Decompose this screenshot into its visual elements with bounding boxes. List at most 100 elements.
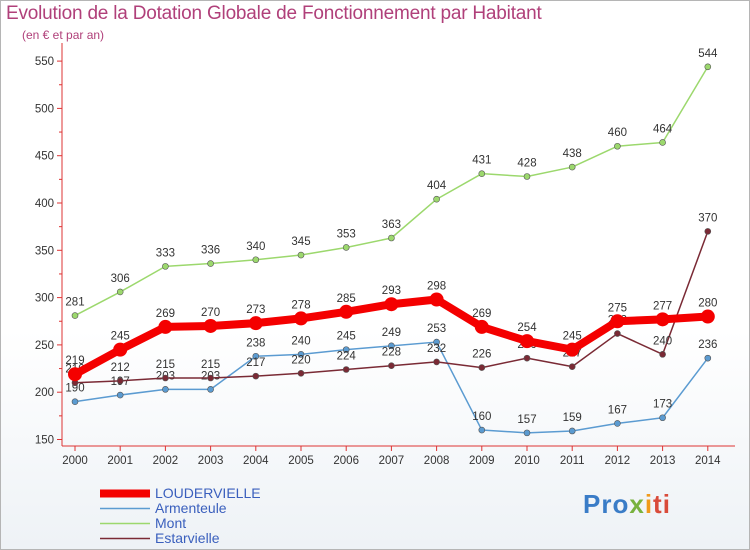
data-label-mont-2004: 340 [246,241,265,253]
point-estarvielle-2003 [207,374,214,382]
data-label-mont-2010: 428 [517,158,536,170]
data-label-loudervielle-2010: 254 [517,322,537,334]
data-label-loudervielle-2006: 285 [337,293,356,305]
point-estarvielle-2012 [614,330,621,337]
data-label-armenteule-2011: 159 [563,412,582,424]
data-label-estarvielle-2004: 217 [246,357,265,369]
data-label-mont-2008: 404 [427,180,447,192]
point-estarvielle-2004 [252,372,260,380]
x-tick-label-2002: 2002 [153,455,179,467]
data-label-mont-2012: 460 [608,127,627,139]
point-loudervielle-2005 [294,311,308,326]
point-loudervielle-2002 [158,319,173,334]
point-mont-2010 [523,173,531,180]
chart-subtitle: (en € et par an) [22,28,105,42]
data-label-mont-2001: 306 [111,273,130,285]
data-label-mont-2000: 281 [65,297,84,309]
point-armenteule-2012 [614,420,621,427]
point-loudervielle-2007 [384,297,399,312]
data-label-armenteule-2013: 173 [653,399,672,411]
point-mont-2007 [388,234,395,242]
x-tick-label-2014: 2014 [695,455,721,467]
data-label-loudervielle-2003: 270 [201,307,220,319]
data-label-mont-2014: 544 [698,48,718,60]
data-label-loudervielle-2009: 269 [472,308,491,320]
data-label-loudervielle-2014: 280 [698,298,717,310]
point-armenteule-2013 [659,414,666,422]
data-label-estarvielle-2014: 370 [698,212,717,224]
point-mont-2003 [207,260,214,267]
data-label-mont-2009: 431 [472,155,491,167]
data-label-loudervielle-2001: 245 [111,331,130,343]
data-label-estarvielle-2003: 215 [201,359,220,371]
data-label-mont-2007: 363 [382,219,401,231]
x-tick-label-2007: 2007 [379,455,405,467]
point-armenteule-2014 [704,354,712,362]
x-tick-label-2006: 2006 [333,455,359,467]
data-label-armenteule-2000: 190 [65,383,84,395]
point-mont-2000 [71,312,79,319]
point-estarvielle-2013 [659,351,666,358]
point-mont-2004 [252,256,260,264]
x-tick-label-2001: 2001 [107,455,133,467]
x-tick-label-2013: 2013 [650,455,676,467]
legend-item-loudervielle: LOUDERVIELLE [100,486,261,501]
point-loudervielle-2010 [520,334,534,349]
point-mont-2014 [704,63,712,71]
point-armenteule-2008 [433,338,440,346]
point-mont-2001 [116,288,124,296]
data-label-mont-2003: 336 [201,245,220,257]
data-label-estarvielle-2013: 240 [653,335,672,347]
legend-item-armenteule: Armenteule [100,501,261,516]
point-mont-2009 [478,170,486,177]
point-armenteule-2010 [523,429,531,437]
point-mont-2011 [568,163,576,171]
data-label-mont-2011: 438 [563,148,582,160]
y-tick-label-550: 550 [35,56,54,68]
point-estarvielle-2011 [568,363,576,370]
data-label-armenteule-2004: 238 [246,337,265,349]
point-armenteule-2007 [388,342,395,350]
point-mont-2012 [614,142,621,150]
legend-item-mont: Mont [100,516,261,531]
point-estarvielle-2014 [704,228,712,235]
data-label-loudervielle-2013: 277 [653,300,672,312]
point-estarvielle-2001 [116,377,124,385]
data-label-loudervielle-2004: 273 [246,304,265,316]
point-armenteule-2005 [297,351,305,358]
point-armenteule-2006 [342,346,350,353]
point-loudervielle-2013 [655,312,670,327]
data-label-armenteule-2006: 245 [337,331,356,343]
data-label-estarvielle-2009: 226 [472,349,491,361]
y-tick-label-150: 150 [35,435,54,447]
data-label-estarvielle-2001: 212 [111,362,130,374]
point-armenteule-2009 [478,426,486,434]
y-tick-label-300: 300 [35,293,54,305]
legend-label-mont: Mont [155,515,187,531]
series-line-mont [74,66,709,317]
point-estarvielle-2002 [162,374,169,382]
data-label-armenteule-2014: 236 [698,339,717,351]
data-label-armenteule-2012: 167 [608,404,627,416]
point-armenteule-2011 [568,427,576,435]
y-tick-label-450: 450 [35,151,54,163]
point-armenteule-2004 [252,352,260,360]
data-label-loudervielle-2005: 278 [291,299,310,311]
data-label-armenteule-2008: 253 [427,323,446,335]
point-loudervielle-2006 [339,304,354,319]
legend-item-estarvielle: Estarvielle [100,531,261,546]
data-label-armenteule-2010: 157 [517,414,536,426]
legend-label-estarvielle: Estarvielle [155,530,220,546]
point-loudervielle-2000 [68,367,82,382]
point-estarvielle-2009 [478,364,486,371]
data-label-armenteule-2007: 249 [382,327,401,339]
data-label-loudervielle-2002: 269 [156,308,175,320]
point-mont-2005 [297,251,305,259]
data-label-loudervielle-2012: 275 [608,302,627,314]
y-tick-label-500: 500 [35,103,54,115]
point-armenteule-2001 [116,391,124,399]
point-loudervielle-2009 [474,319,489,334]
point-estarvielle-2010 [523,354,531,362]
x-tick-label-2004: 2004 [243,455,269,467]
